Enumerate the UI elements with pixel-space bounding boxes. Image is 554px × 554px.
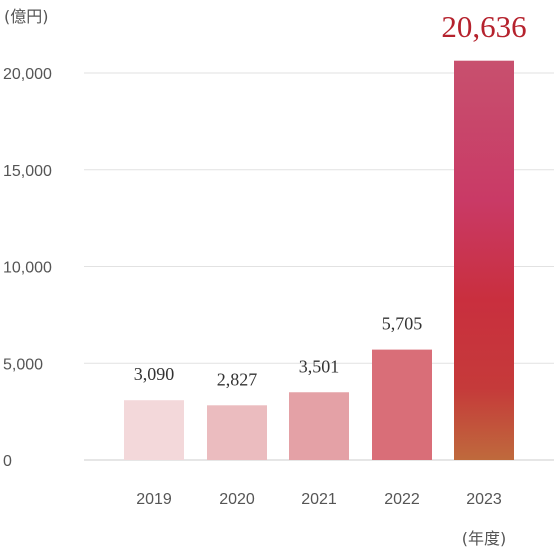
x-tick-label: 2023 [466,491,502,508]
bar-2021 [289,392,349,460]
data-label-2019: 3,090 [134,364,175,384]
x-tick-label: 2019 [136,491,172,508]
x-tick-label: 2020 [219,491,255,508]
bars [124,60,514,461]
data-labels: 3,090 2,827 3,501 5,705 20,636 [134,9,527,389]
data-label-2022: 5,705 [382,314,423,334]
bar-2022 [372,349,432,460]
x-axis-unit-label: (年度) [462,529,507,548]
y-tick-label: 5,000 [3,356,43,373]
bar-2020 [207,405,267,460]
data-label-2023: 20,636 [441,9,526,44]
data-label-2020: 2,827 [217,369,258,389]
y-tick-labels: 0 5,000 10,000 15,000 20,000 [3,66,52,470]
x-tick-labels: 2019 2020 2021 2022 2023 [136,491,502,508]
bar-2023 [454,60,514,461]
x-tick-label: 2022 [384,491,420,508]
y-tick-label: 0 [3,453,12,470]
bar-2019 [124,400,184,460]
data-label-2021: 3,501 [299,356,340,376]
x-tick-label: 2021 [301,491,337,508]
y-tick-label: 15,000 [3,163,52,180]
y-axis-label: (億円) [4,7,49,26]
y-tick-label: 20,000 [3,66,52,83]
y-tick-label: 10,000 [3,260,52,277]
